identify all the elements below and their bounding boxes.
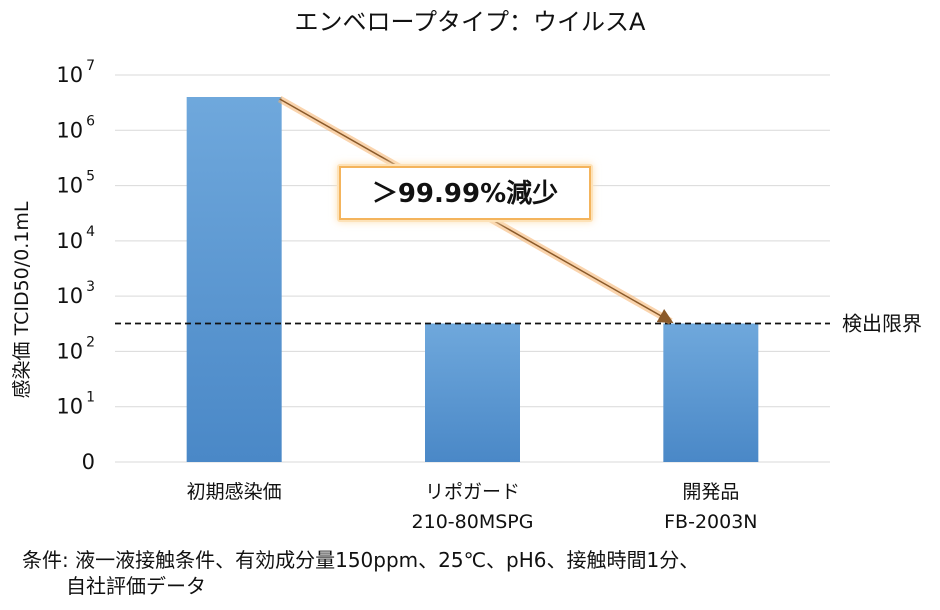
detection-limit: 検出限界: [115, 312, 922, 336]
footnote-line1: 条件: 液一液接触条件、有効成分量150ppm、25℃、pH6、接触時間1分、: [22, 548, 700, 572]
y-tick-label: 0: [82, 450, 95, 474]
footnote-line2: 自社評価データ: [66, 574, 206, 598]
y-tick-label: 10 2: [56, 334, 95, 363]
y-tick-label: 10 6: [56, 113, 95, 142]
y-axis-label: 感染価 TCID50/0.1mL: [11, 201, 33, 398]
y-tick-label: 10 4: [56, 224, 95, 253]
chart-title: エンベロープタイプ：ウイルスA: [295, 8, 647, 36]
y-tick-label: 10 7: [56, 58, 95, 87]
y-tick-label: 10 3: [56, 279, 95, 308]
reduction-callout: ＞99.99%減少: [277, 95, 674, 325]
footnote: 条件: 液一液接触条件、有効成分量150ppm、25℃、pH6、接触時間1分、 …: [22, 547, 922, 599]
category-label: 初期感染価: [187, 481, 282, 503]
category-label-line2: FB-2003N: [664, 511, 757, 533]
callout-box: [339, 166, 591, 220]
bars: [186, 97, 759, 462]
category-label: 開発品: [682, 481, 739, 503]
bar: [663, 323, 759, 462]
category-label: リポガード: [425, 481, 520, 503]
y-tick-label: 10 1: [56, 390, 95, 419]
category-label-line2: 210-80MSPG: [412, 511, 534, 533]
callout-text: ＞99.99%減少: [372, 179, 558, 209]
detection-limit-label: 検出限界: [842, 312, 922, 336]
category-labels: 初期感染価 リポガード 210-80MSPG 開発品 FB-2003N: [187, 481, 758, 533]
bar: [425, 323, 520, 462]
y-tick-label: 10 5: [56, 169, 95, 198]
bar: [186, 97, 282, 462]
